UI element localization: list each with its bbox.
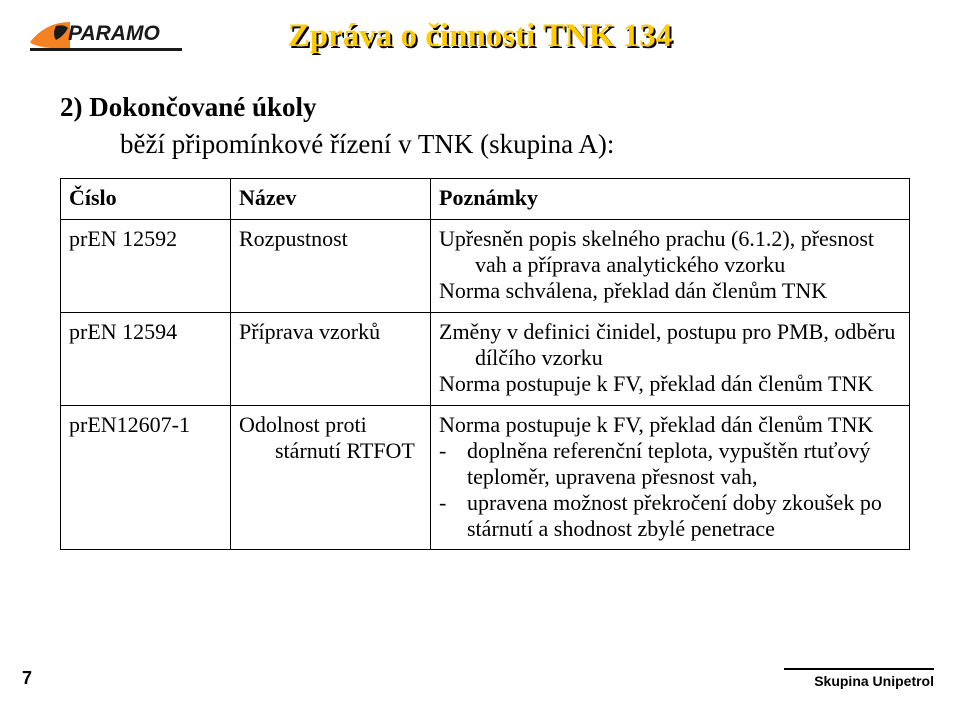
nazev-line: stárnutí RTFOT — [239, 438, 422, 464]
note-text: Norma schválena, překlad dán členům TNK — [439, 278, 901, 304]
slide: PARAMO Zpráva o činnosti TNK 134 2) Doko… — [0, 0, 960, 701]
dash-icon: - — [439, 438, 457, 464]
note-bullet-cont: teploměr, upravena přesnost vah, — [439, 464, 901, 490]
page-number: 7 — [22, 668, 32, 689]
col-cislo: Číslo — [61, 179, 231, 220]
table-row: prEN 12594 Příprava vzorků Změny v defin… — [61, 312, 910, 405]
note-text: Upřesněn popis skelného prachu (6.1.2), … — [439, 226, 901, 252]
note-text: teploměr, upravena přesnost vah, — [457, 464, 901, 490]
cell-cislo: prEN 12594 — [61, 312, 231, 405]
nazev-line: Odolnost proti — [239, 412, 422, 438]
cell-cislo: prEN 12592 — [61, 220, 231, 313]
tasks-table: Číslo Název Poznámky prEN 12592 Rozpustn… — [60, 178, 910, 550]
section-subline: běží připomínkové řízení v TNK (skupina … — [120, 129, 910, 160]
col-nazev: Název — [231, 179, 431, 220]
table-row: prEN 12592 Rozpustnost Upřesněn popis sk… — [61, 220, 910, 313]
footer-rule — [784, 668, 934, 670]
table-header-row: Číslo Název Poznámky — [61, 179, 910, 220]
note-bullet: - upravena možnost překročení doby zkouš… — [439, 490, 901, 516]
cell-nazev: Odolnost proti stárnutí RTFOT — [231, 405, 431, 550]
note-bullet-cont: stárnutí a shodnost zbylé penetrace — [439, 516, 901, 542]
table-row: prEN12607-1 Odolnost proti stárnutí RTFO… — [61, 405, 910, 550]
cell-nazev: Příprava vzorků — [231, 312, 431, 405]
note-text: upravena možnost překročení doby zkoušek… — [457, 490, 901, 516]
cell-poznamky: Změny v definici činidel, postupu pro PM… — [431, 312, 910, 405]
note-bullet: - doplněna referenční teplota, vypuštěn … — [439, 438, 901, 464]
note-text: Norma postupuje k FV, překlad dán členům… — [439, 371, 901, 397]
note-text: stárnutí a shodnost zbylé penetrace — [457, 516, 901, 542]
note-text: Změny v definici činidel, postupu pro PM… — [439, 319, 901, 345]
slide-title: Zpráva o činnosti TNK 134 — [0, 18, 960, 55]
cell-poznamky: Norma postupuje k FV, překlad dán členům… — [431, 405, 910, 550]
footer-text: Skupina Unipetrol — [784, 673, 934, 689]
footer-right: Skupina Unipetrol — [784, 668, 934, 689]
note-text: doplněna referenční teplota, vypuštěn rt… — [457, 438, 901, 464]
note-text: dílčího vzorku — [439, 345, 901, 371]
cell-nazev: Rozpustnost — [231, 220, 431, 313]
col-poznamky: Poznámky — [431, 179, 910, 220]
cell-cislo: prEN12607-1 — [61, 405, 231, 550]
note-text: vah a příprava analytického vzorku — [439, 252, 901, 278]
content-area: 2) Dokončované úkoly běží připomínkové ř… — [60, 92, 910, 550]
dash-icon: - — [439, 490, 457, 516]
cell-poznamky: Upřesněn popis skelného prachu (6.1.2), … — [431, 220, 910, 313]
section-heading: 2) Dokončované úkoly — [60, 92, 910, 123]
note-text: Norma postupuje k FV, překlad dán členům… — [439, 412, 901, 438]
footer: 7 Skupina Unipetrol — [0, 659, 960, 689]
